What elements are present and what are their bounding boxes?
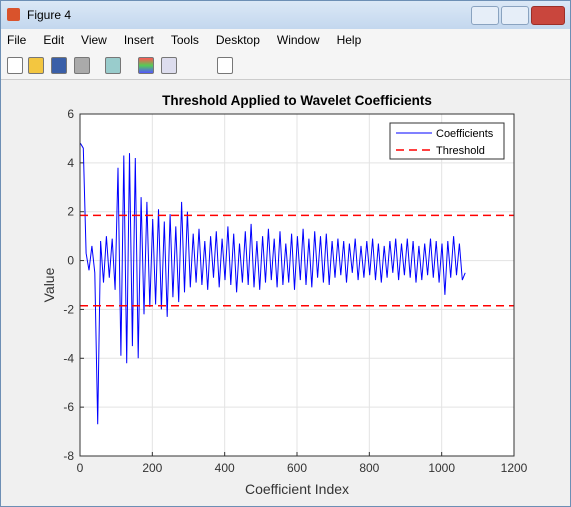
menu-item[interactable]: Window [276,33,320,47]
legend-icon[interactable] [161,57,177,74]
y-tick-label: -2 [63,302,74,316]
link-icon[interactable] [105,57,121,74]
menu-item[interactable]: View [81,33,107,47]
pointer-icon[interactable] [195,57,209,72]
data-line [79,143,466,425]
x-tick-label: 400 [215,461,235,475]
y-tick-label: 6 [67,107,74,121]
x-tick-label: 0 [77,461,84,475]
menu-item[interactable]: Insert [123,33,154,47]
minimize-button[interactable] [471,6,499,25]
menu-item[interactable]: Desktop [215,33,260,47]
x-tick-label: 1200 [501,461,528,475]
close-button[interactable] [531,6,565,25]
legend-label: Threshold [436,145,485,157]
menu-item[interactable]: Help [336,33,362,47]
menu-item[interactable]: Tools [170,33,199,47]
print-icon[interactable] [74,57,90,74]
colorbar-icon[interactable] [138,57,154,74]
x-tick-label: 1000 [428,461,455,475]
x-axis-label: Coefficient Index [245,481,349,497]
y-tick-label: -8 [63,449,74,463]
save-icon[interactable] [51,57,67,74]
x-tick-label: 800 [359,461,379,475]
axes-box [79,113,515,457]
chart-title: Threshold Applied to Wavelet Coefficient… [162,93,432,108]
window-title: Figure 4 [27,8,72,22]
y-tick-label: -6 [63,400,74,414]
toolbar [1,51,570,80]
y-tick-label: -4 [63,351,74,365]
title-bar: Figure 4 [1,1,570,29]
x-tick-label: 600 [287,461,307,475]
app-icon [7,8,20,21]
menu-bar: File Edit View Insert Tools Desktop Window Help [1,29,570,51]
y-axis-label: Value [41,267,57,302]
menu-item[interactable]: Edit [43,33,65,47]
maximize-button[interactable] [501,6,529,25]
x-tick-label: 200 [142,461,162,475]
y-tick-label: 4 [67,156,74,170]
menu-item[interactable]: File [7,33,27,47]
property-icon[interactable] [217,57,233,74]
legend-label: Coefficients [436,128,494,140]
new-icon[interactable] [7,57,23,74]
open-icon[interactable] [28,57,44,74]
y-tick-label: 2 [67,205,74,219]
y-tick-label: 0 [67,254,74,268]
legend-box [389,122,505,160]
chart: 0 200 400 600 800 1000 1200 -8 -6 -4 -2 0 2 4 6 Thresho… [41,93,528,497]
